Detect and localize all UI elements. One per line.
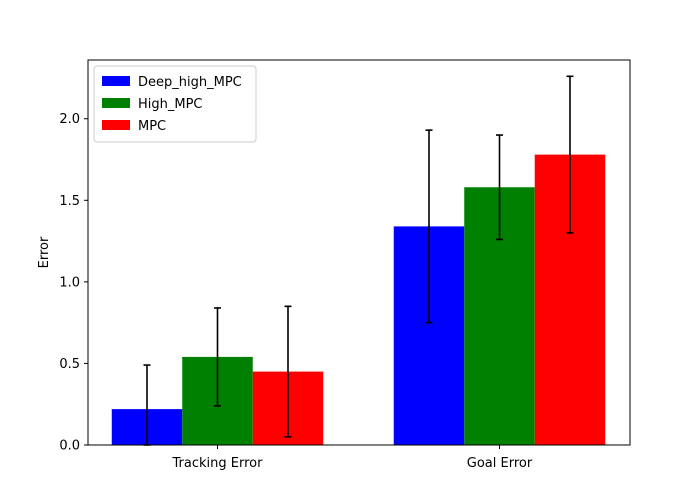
error-bar bbox=[214, 307, 221, 407]
axes-frame bbox=[87, 59, 631, 446]
error-bar bbox=[425, 129, 433, 324]
y-axis-label: Error bbox=[37, 236, 52, 268]
error-bar bbox=[284, 305, 292, 438]
y-tick-label: 0.5 bbox=[59, 357, 80, 372]
legend-entry: High_MPC bbox=[102, 97, 203, 112]
legend-entry: Deep_high_MPC bbox=[102, 75, 242, 90]
legend-swatch bbox=[102, 98, 130, 108]
error-bar bbox=[496, 134, 503, 241]
legend-label: Deep_high_MPC bbox=[138, 75, 242, 90]
error-bar bbox=[566, 75, 574, 234]
y-tick-label: 0.0 bbox=[59, 439, 80, 454]
legend-swatch bbox=[102, 76, 130, 86]
legend-label: MPC bbox=[138, 119, 166, 134]
legend-box bbox=[93, 65, 257, 143]
x-tick-label: Tracking Error bbox=[172, 456, 264, 471]
legend-entry: MPC bbox=[102, 119, 166, 134]
y-tick-label: 1.0 bbox=[59, 275, 80, 290]
plot-area bbox=[111, 75, 606, 446]
legend-swatch bbox=[102, 120, 130, 130]
legend: Deep_high_MPC High_MPC MPC bbox=[93, 65, 257, 143]
y-tick-label: 2.0 bbox=[59, 112, 80, 127]
x-tick-label: Goal Error bbox=[467, 456, 533, 471]
y-tick-label: 1.5 bbox=[59, 194, 80, 209]
legend-label: High_MPC bbox=[138, 97, 203, 112]
axes: Tracking Error Goal Error 0.0 0.5 1.0 1.5 2.0 bbox=[59, 112, 533, 471]
